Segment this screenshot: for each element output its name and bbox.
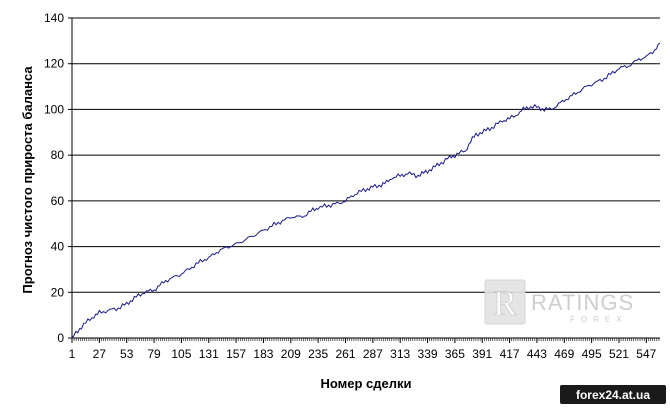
watermark-sub: FOREX xyxy=(570,315,628,324)
y-tick-label-80: 80 xyxy=(51,148,65,162)
x-tick-label-547: 547 xyxy=(636,347,656,361)
x-tick-label-53: 53 xyxy=(120,347,134,361)
site-badge-bg xyxy=(560,385,666,404)
y-tick-label-40: 40 xyxy=(51,240,65,254)
x-tick-labels: 1 27 53 79 105 131 157 183 209 235 261 287 313 339 365… xyxy=(69,347,657,361)
axes xyxy=(68,17,660,343)
x-tick-label-1: 1 xyxy=(69,347,76,361)
x-tick-label-339: 339 xyxy=(418,347,438,361)
site-badge-text: forex24.at.ua xyxy=(576,388,650,402)
x-tick-label-79: 79 xyxy=(147,347,161,361)
watermark-logo-box xyxy=(484,279,526,325)
x-tick-label-443: 443 xyxy=(527,347,547,361)
y-tick-label-0: 0 xyxy=(57,331,64,345)
series-line xyxy=(71,42,661,339)
site-badge: forex24.at.ua xyxy=(560,385,666,404)
gridlines xyxy=(72,17,660,293)
ratings-forex-watermark: R RATINGS FOREX xyxy=(484,279,634,325)
x-tick-label-521: 521 xyxy=(609,347,629,361)
x-tick-label-287: 287 xyxy=(363,347,383,361)
x-tick-label-105: 105 xyxy=(171,347,191,361)
x-tick-label-469: 469 xyxy=(554,347,574,361)
y-axis-title: Прогноз чистого прироста баланса xyxy=(20,66,35,294)
y-tick-labels: 0 20 40 60 80 100 120 140 xyxy=(44,11,64,345)
x-tick-label-313: 313 xyxy=(390,347,410,361)
x-tick-label-183: 183 xyxy=(253,347,273,361)
x-tick-label-261: 261 xyxy=(335,347,355,361)
x-axis-title: Номер сделки xyxy=(320,376,411,391)
x-tick-label-235: 235 xyxy=(308,347,328,361)
x-tick-label-157: 157 xyxy=(226,347,246,361)
y-tick-label-20: 20 xyxy=(51,285,65,299)
y-tick-label-140: 140 xyxy=(44,11,64,25)
x-tick-label-27: 27 xyxy=(93,347,107,361)
watermark-brand: RATINGS xyxy=(531,290,634,315)
x-tick-label-495: 495 xyxy=(582,347,602,361)
x-tick-label-131: 131 xyxy=(199,347,219,361)
x-tick-label-391: 391 xyxy=(472,347,492,361)
watermark-logo-letter: R xyxy=(493,283,517,323)
y-tick-label-120: 120 xyxy=(44,57,64,71)
x-tick-label-209: 209 xyxy=(281,347,301,361)
x-tick-label-365: 365 xyxy=(445,347,465,361)
x-tick-label-417: 417 xyxy=(500,347,520,361)
y-tick-label-60: 60 xyxy=(51,194,65,208)
y-tick-label-100: 100 xyxy=(44,102,64,116)
